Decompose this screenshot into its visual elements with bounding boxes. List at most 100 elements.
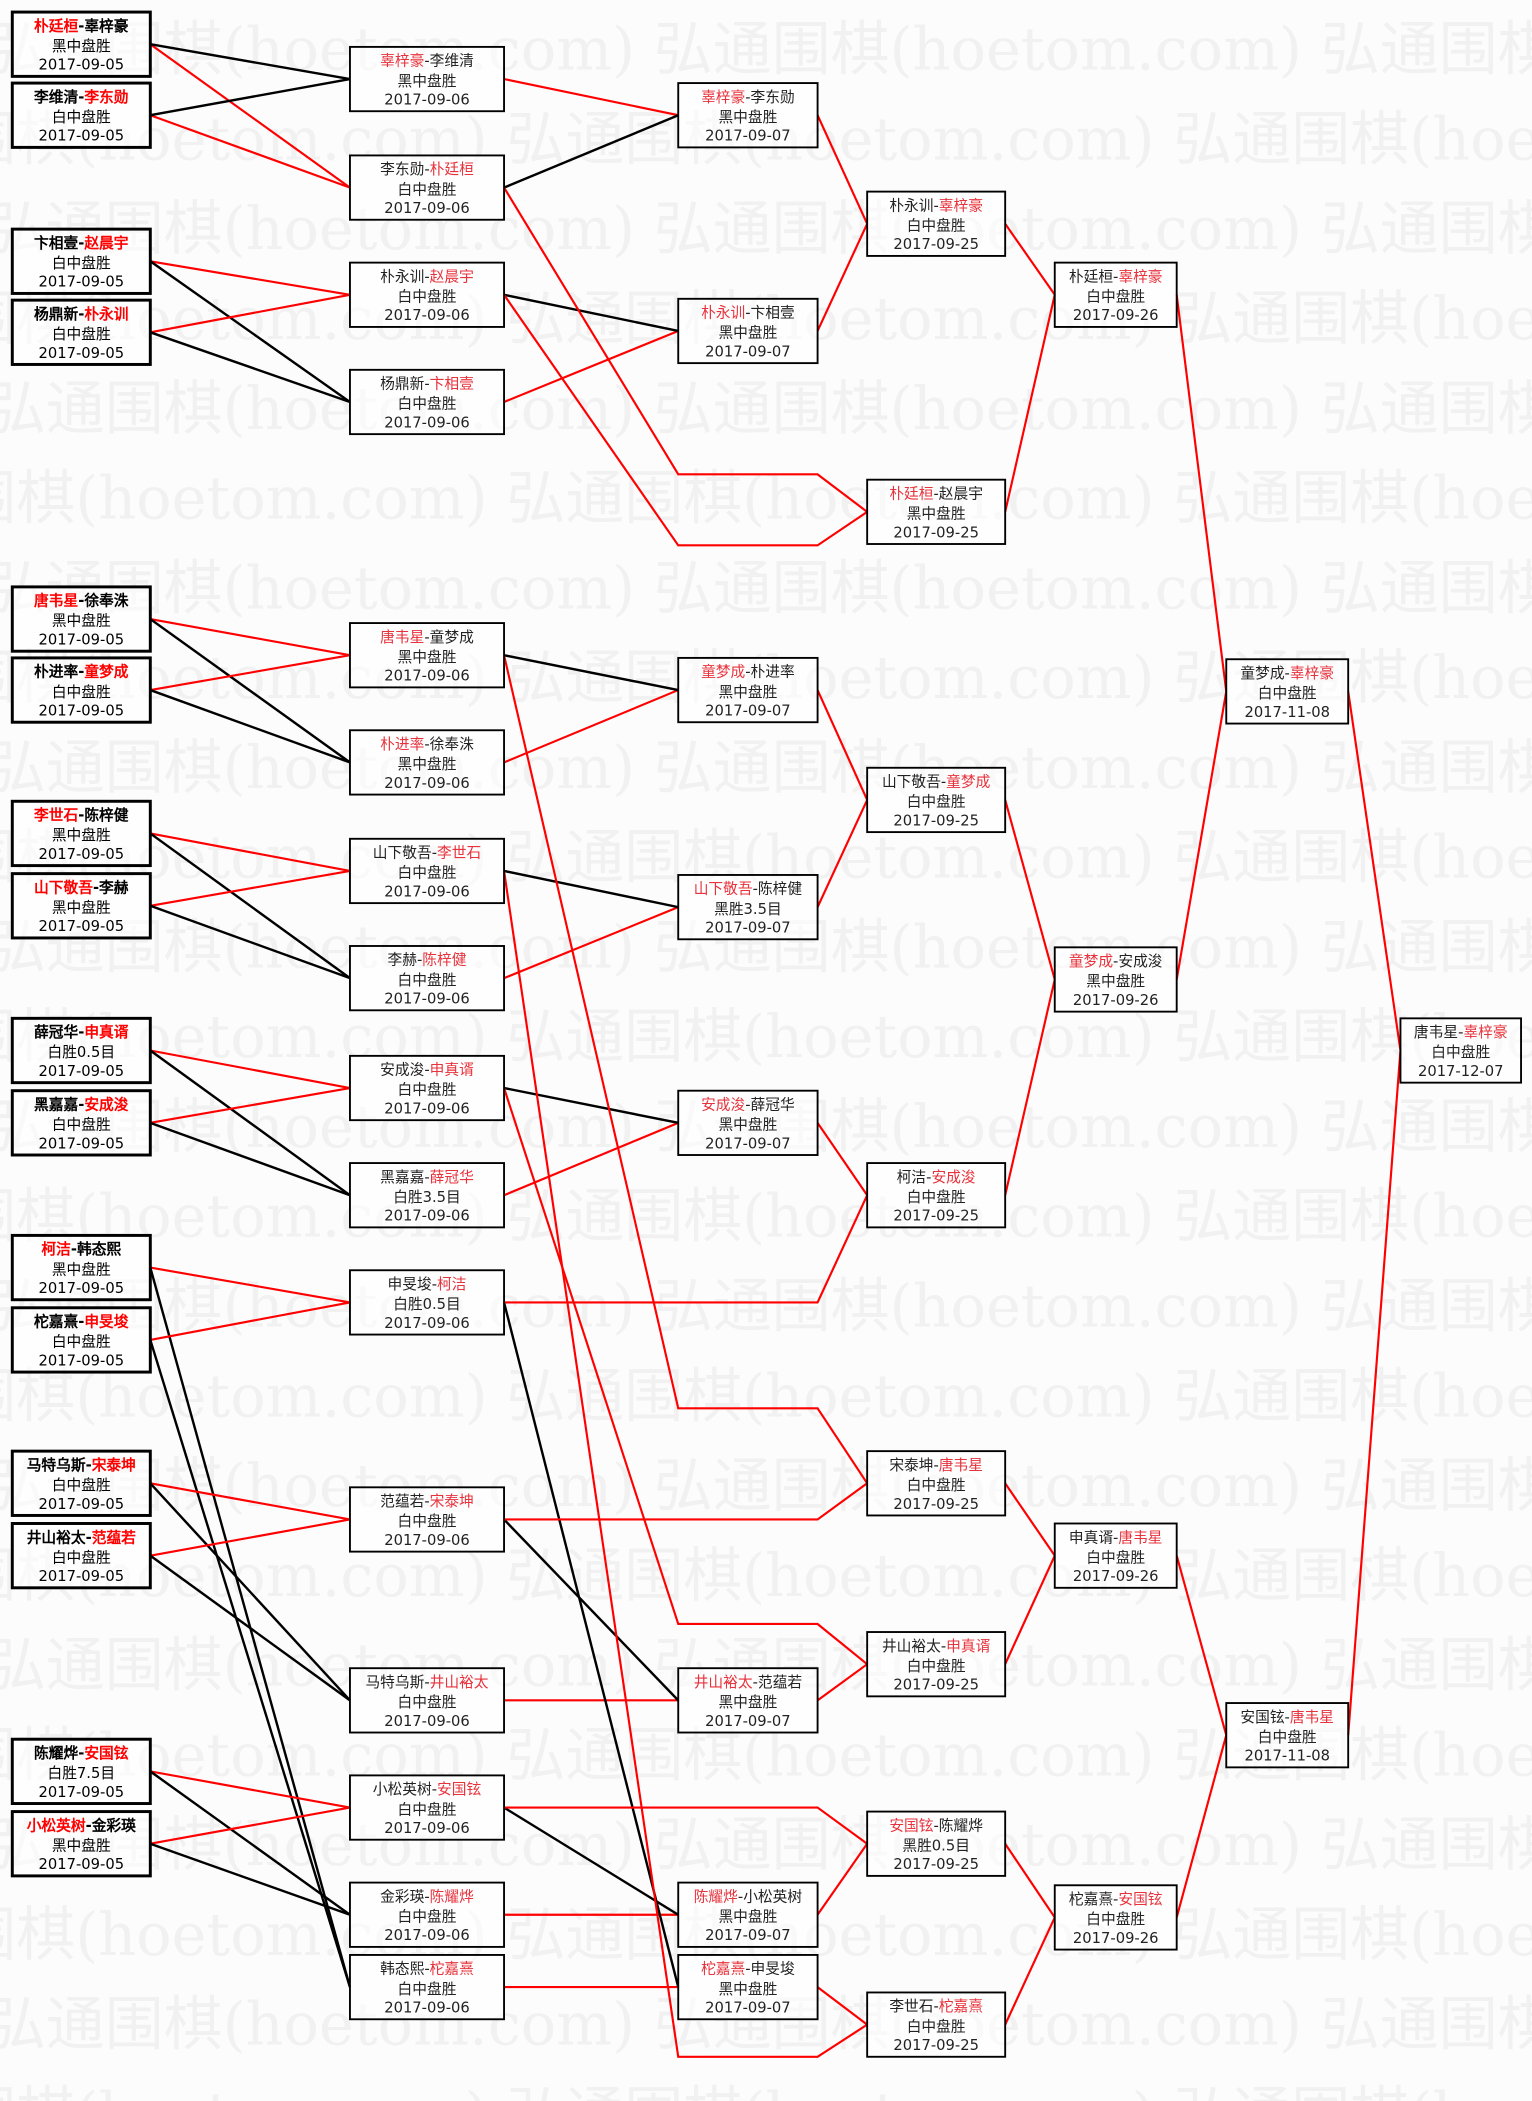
- game-result: 白中盘胜: [1258, 1728, 1317, 1746]
- name-separator: -: [745, 1961, 750, 1978]
- game-players: 井山裕太-范蕴若: [694, 1674, 802, 1691]
- winner-name: 陈耀烨: [430, 1887, 474, 1905]
- game-date: 2017-09-26: [1073, 1568, 1159, 1585]
- game-result: 白中盘胜: [398, 1693, 457, 1711]
- winner-name: 山下敬吾: [694, 881, 753, 898]
- winner-name: 朴廷桓: [430, 161, 474, 178]
- game-result: 白中盘胜: [1086, 287, 1145, 305]
- loser-path-line: [149, 1339, 352, 1988]
- loser-name: 唐韦星: [1414, 1024, 1458, 1041]
- game-box-border: [349, 945, 505, 1012]
- winner-path-line: [150, 1086, 351, 1124]
- name-separator: -: [78, 1745, 84, 1762]
- game-result: 黑中盘胜: [398, 755, 457, 773]
- loser-name: 朴永训: [380, 268, 424, 285]
- game-box-border: [10, 1522, 152, 1590]
- game-players: 小松英树-安国铉: [373, 1780, 482, 1798]
- winner-name: 朴廷桓: [889, 485, 933, 502]
- game-box-border: [10, 656, 152, 724]
- game-date: 2017-09-05: [39, 846, 125, 863]
- game-players: 朴进率-童梦成: [34, 663, 129, 681]
- game-result: 黑中盘胜: [52, 826, 111, 844]
- game-box-border: [10, 1233, 152, 1302]
- game-result: 白中盘胜: [1086, 1910, 1145, 1928]
- game-players: 李维清-李东勋: [33, 88, 128, 106]
- game-box-border: [10, 298, 152, 366]
- game-players: 马特乌斯-井山裕太: [365, 1674, 488, 1691]
- loser-name: 小松英树: [743, 1887, 802, 1905]
- winner-name: 朴永训: [84, 305, 128, 323]
- loser-name: 井山裕太: [882, 1638, 941, 1655]
- winner-name: 申真谞: [946, 1637, 990, 1655]
- winner-path-line: [149, 43, 351, 189]
- winner-path-line: [504, 1482, 868, 1521]
- name-separator: -: [424, 736, 429, 753]
- game-box-border: [677, 82, 819, 149]
- game-date: 2017-09-05: [39, 274, 125, 291]
- winner-path-line: [150, 1770, 351, 1809]
- winner-name: 陈梓健: [422, 951, 466, 969]
- game-box-border: [349, 1954, 505, 2021]
- winner-path-line: [816, 1122, 869, 1196]
- name-separator: -: [78, 664, 84, 681]
- game-box-border: [10, 872, 152, 940]
- loser-name: 柯洁: [897, 1169, 926, 1186]
- winner-path-line: [503, 1121, 679, 1197]
